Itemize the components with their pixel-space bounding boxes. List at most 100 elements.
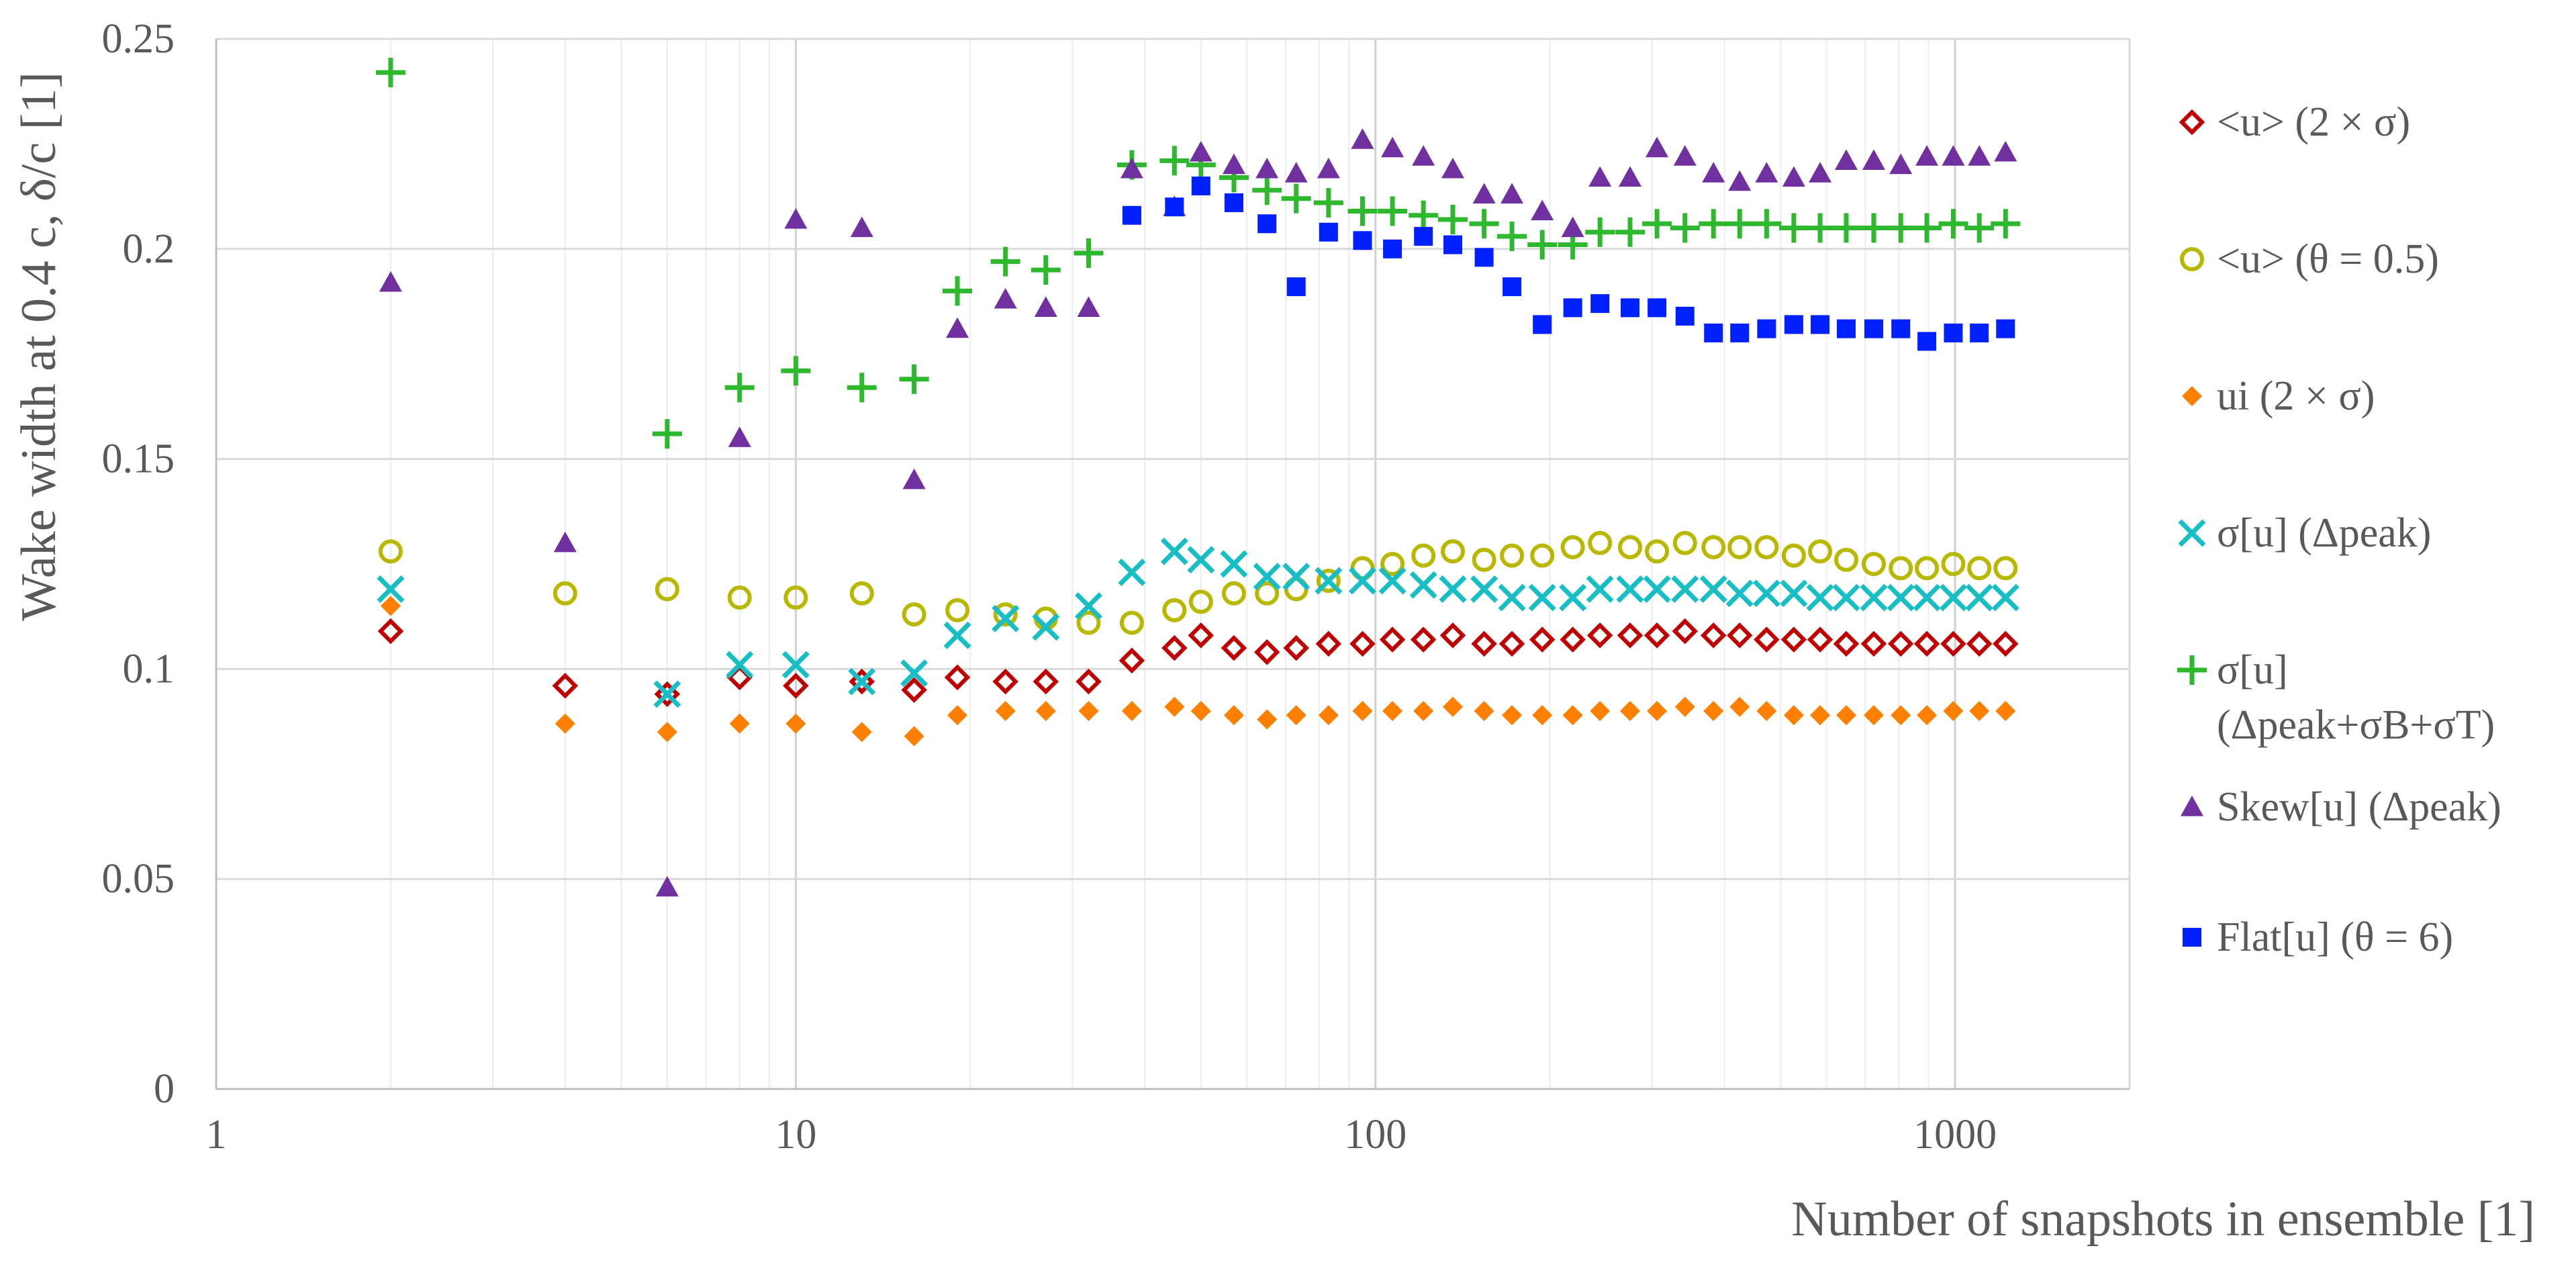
series-1 [378,530,2018,635]
data-point [1076,668,1102,695]
data-point [1381,136,1404,158]
data-point [1221,581,1246,606]
data-point [1409,200,1439,230]
data-point [1502,277,1522,297]
data-point [943,621,971,649]
y-tick-label: 0.25 [102,16,175,62]
data-point [1414,227,1433,246]
data-point [1075,592,1102,620]
data-point [1752,209,1782,239]
data-point [1938,209,1968,239]
data-point [1531,199,1554,221]
legend-label: (Δpeak+σB+σT) [2217,702,2495,748]
data-point [1702,162,1725,183]
data-point [1472,547,1496,572]
data-point [1621,298,1640,318]
x-tick-labels: 1 10 100 1000 [206,1112,1997,1157]
data-point [1349,630,1376,657]
data-point [993,602,1018,627]
data-point [1831,213,1861,243]
data-point [946,317,969,338]
data-point [1942,145,1965,166]
data-point [1615,217,1645,247]
data-point [1643,622,1670,649]
data-point [1410,626,1437,653]
data-point [1780,579,1808,608]
data-point [1284,162,1308,183]
x-tick-label: 100 [1344,1112,1406,1157]
data-point [1527,230,1558,260]
legend-label: <u> (2 × σ) [2217,99,2410,145]
data-point [1382,700,1403,721]
data-point [1528,583,1556,612]
data-point [1586,575,1614,604]
series-0 [377,618,2019,708]
data-point [1220,550,1248,578]
series-5 [379,128,2017,897]
data-point [724,373,755,403]
data-point [1585,217,1615,247]
data-point [1674,696,1695,717]
data-point [1076,610,1101,635]
data-point [1755,162,1778,183]
data-point [1188,589,1213,614]
data-point [1439,575,1467,604]
data-point [1223,705,1244,726]
data-point [1970,323,1989,342]
data-point [1994,140,2017,162]
data-point [1349,567,1376,595]
data-point [1756,700,1777,721]
y-axis-title: Wake width at 0.4 c, δ/c [1] [11,72,66,621]
legend-marker [2183,928,2201,947]
data-point [1316,569,1341,594]
series-4 [375,58,2021,449]
data-point [1222,153,1245,175]
data-point [995,700,1016,721]
data-point [1969,700,1990,721]
data-point [1443,235,1463,254]
data-point [1701,622,1727,649]
data-point [1704,323,1723,342]
data-point [1561,216,1584,238]
data-point [1224,193,1243,212]
y-tick-label: 0.05 [102,856,175,902]
data-point [1725,579,1754,608]
data-point [1533,315,1552,334]
data-point [944,664,971,691]
data-point [1778,213,1809,243]
data-point [1441,157,1465,179]
data-point [1471,630,1497,657]
data-point [1729,696,1750,717]
data-point [1996,319,2015,338]
legend-label: Flat[u] (θ = 6) [2217,914,2453,960]
data-point [1379,626,1406,653]
legend-label: σ[u] [2217,647,2288,693]
data-point [1352,700,1373,721]
data-point [1121,700,1142,721]
data-point [1725,209,1755,239]
data-point [783,673,809,699]
data-point [1034,296,1057,317]
data-point [1642,209,1672,239]
data-point [1752,579,1780,608]
data-point [1887,583,1915,612]
data-point [1964,213,1995,243]
data-point [1886,213,1916,243]
data-point [1944,323,1963,342]
data-point [1727,534,1752,559]
data-point [1891,319,1911,338]
data-point [1860,583,1888,612]
data-point [1441,539,1466,564]
data-point [1806,583,1834,612]
data-point [784,208,808,229]
data-point [1498,630,1525,657]
data-point [1164,696,1185,717]
data-point [1443,696,1464,717]
data-point [1889,556,1913,581]
data-point [1862,149,1886,171]
data-point [1808,539,1833,564]
data-point [1189,140,1212,162]
data-point [1782,166,1805,187]
data-point [781,356,811,386]
data-point [378,539,403,564]
